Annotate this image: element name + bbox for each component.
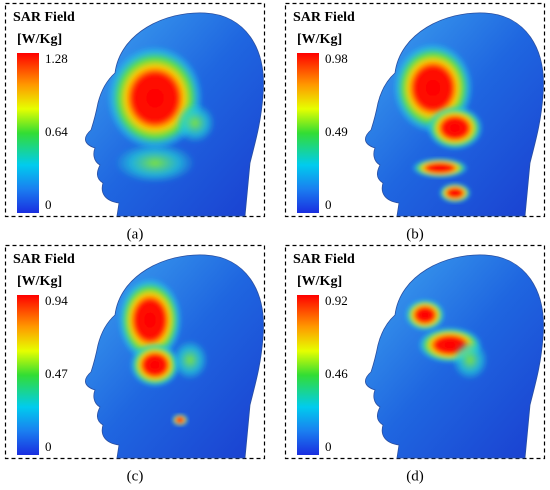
- sar-hotspot: [130, 343, 180, 387]
- panel: SAR Field [W/Kg] 1.28 0.64 0: [4, 2, 266, 218]
- scale-label: 0.49: [325, 124, 348, 139]
- panel-caption: (d): [406, 468, 424, 484]
- head-model: [365, 12, 544, 217]
- panel-border: [284, 244, 546, 460]
- legend-unit: [W/Kg]: [17, 32, 62, 47]
- legend-title: SAR Field: [293, 10, 355, 25]
- legend-title: SAR Field: [293, 252, 355, 267]
- scale-label: 0: [45, 439, 52, 454]
- head-model: [85, 254, 264, 458]
- panel-border: [4, 244, 266, 460]
- legend-title: SAR Field: [13, 10, 75, 25]
- legend-unit: [W/Kg]: [17, 274, 62, 289]
- scale-label: 0.98: [325, 51, 348, 66]
- color-bar: [17, 295, 39, 455]
- sar-hotspot: [115, 143, 195, 183]
- head-model: [365, 254, 544, 458]
- scale-label: 0: [45, 197, 52, 212]
- color-bar: [297, 295, 319, 455]
- panel-border: [284, 2, 546, 218]
- sar-hotspot: [412, 158, 468, 178]
- sar-hotspot: [175, 103, 215, 143]
- sar-hotspot: [405, 299, 445, 331]
- legend-unit: [W/Kg]: [297, 32, 342, 47]
- sar-hotspot: [427, 106, 483, 150]
- sar-hotspot: [439, 183, 471, 203]
- scale-label: 0.64: [45, 124, 68, 139]
- scale-label: 0.94: [45, 293, 68, 308]
- scale-label: 0.46: [325, 366, 348, 381]
- panel: SAR Field [W/Kg] 0.92 0.46 0: [284, 244, 546, 460]
- head-model: [85, 12, 264, 217]
- color-bar: [297, 53, 319, 213]
- scale-label: 1.28: [45, 51, 68, 66]
- panel: SAR Field [W/Kg] 0.94 0.47 0: [4, 244, 266, 460]
- scale-label: 0.47: [45, 366, 68, 381]
- sar-hotspot: [118, 278, 182, 362]
- color-bar: [17, 53, 39, 213]
- scale-label: 0.92: [325, 293, 348, 308]
- panel-caption: (a): [127, 226, 144, 242]
- sar-hotspot: [172, 340, 208, 380]
- legend-title: SAR Field: [13, 252, 75, 267]
- legend-unit: [W/Kg]: [297, 274, 342, 289]
- panel-border: [4, 2, 266, 218]
- panel-caption: (c): [127, 468, 144, 484]
- panel-caption: (b): [406, 226, 424, 242]
- sar-hotspot: [452, 340, 488, 380]
- sar-hotspot: [172, 414, 188, 426]
- scale-label: 0: [325, 197, 332, 212]
- scale-label: 0: [325, 439, 332, 454]
- panel: SAR Field [W/Kg] 0.98 0.49 0: [284, 2, 546, 218]
